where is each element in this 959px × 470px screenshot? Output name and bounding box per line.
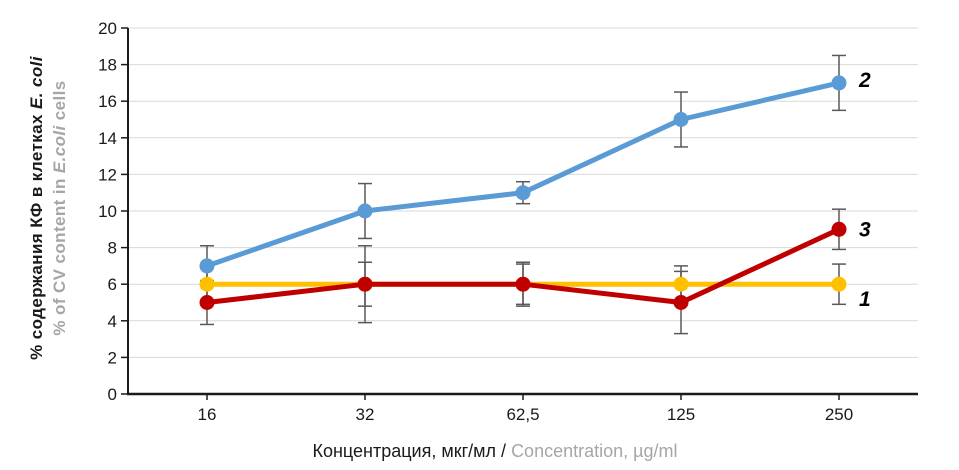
series-point-2-250 [831,75,847,91]
y-tick-label-16: 16 [98,92,117,111]
y-tick-label-8: 8 [108,239,117,258]
y-axis-title-ru-species: E. coli [27,56,46,109]
x-tick-label-16: 16 [198,405,217,424]
series-point-3-125 [673,295,689,310]
series-point-1-125 [673,276,689,292]
x-axis-title-en: Concentration, µg/ml [511,441,678,461]
y-axis-title-en-text: % of CV content in [50,178,69,336]
y-tick-label-20: 20 [98,19,117,38]
x-tick-label-250: 250 [825,405,853,424]
series-point-2-62,5 [515,185,531,201]
y-axis-title-ru: % содержания КФ в клетках E. coli [25,56,48,360]
x-tick-label-62,5: 62,5 [506,405,539,424]
series-point-3-32 [357,276,373,292]
y-axis-title: % содержания КФ в клетках E. coli % of C… [25,56,71,360]
series-point-3-16 [199,295,215,310]
series-point-2-125 [673,112,689,127]
series-point-3-62,5 [515,276,531,292]
y-tick-label-12: 12 [98,165,117,184]
series-end-label-2: 2 [858,69,871,92]
series-point-2-16 [199,258,215,274]
series-end-label-1: 1 [859,288,871,311]
y-axis-title-en: % of CV content in E.coli cells [48,56,71,360]
series-point-1-16 [199,276,215,292]
y-tick-label-2: 2 [108,348,117,367]
series-point-2-32 [357,203,373,219]
y-tick-label-10: 10 [98,202,117,221]
y-tick-label-4: 4 [108,312,117,331]
y-tick-label-14: 14 [98,129,117,148]
x-axis-title: Концентрация, мкг/мл / Concentration, µg… [0,441,959,462]
y-tick-label-0: 0 [108,385,117,404]
x-tick-label-125: 125 [667,405,695,424]
series-point-3-250 [831,221,847,237]
y-axis-title-en-species: E.coli [50,125,69,174]
series-point-1-250 [831,276,847,292]
x-axis-title-ru: Концентрация, мкг/мл / [312,441,507,461]
y-axis-title-ru-text: % содержания КФ в клетках [27,114,46,360]
y-axis-title-en-suffix: cells [50,80,69,121]
series-end-label-3: 3 [859,218,871,241]
y-tick-label-18: 18 [98,56,117,75]
x-tick-label-32: 32 [356,405,375,424]
y-tick-label-6: 6 [108,275,117,294]
